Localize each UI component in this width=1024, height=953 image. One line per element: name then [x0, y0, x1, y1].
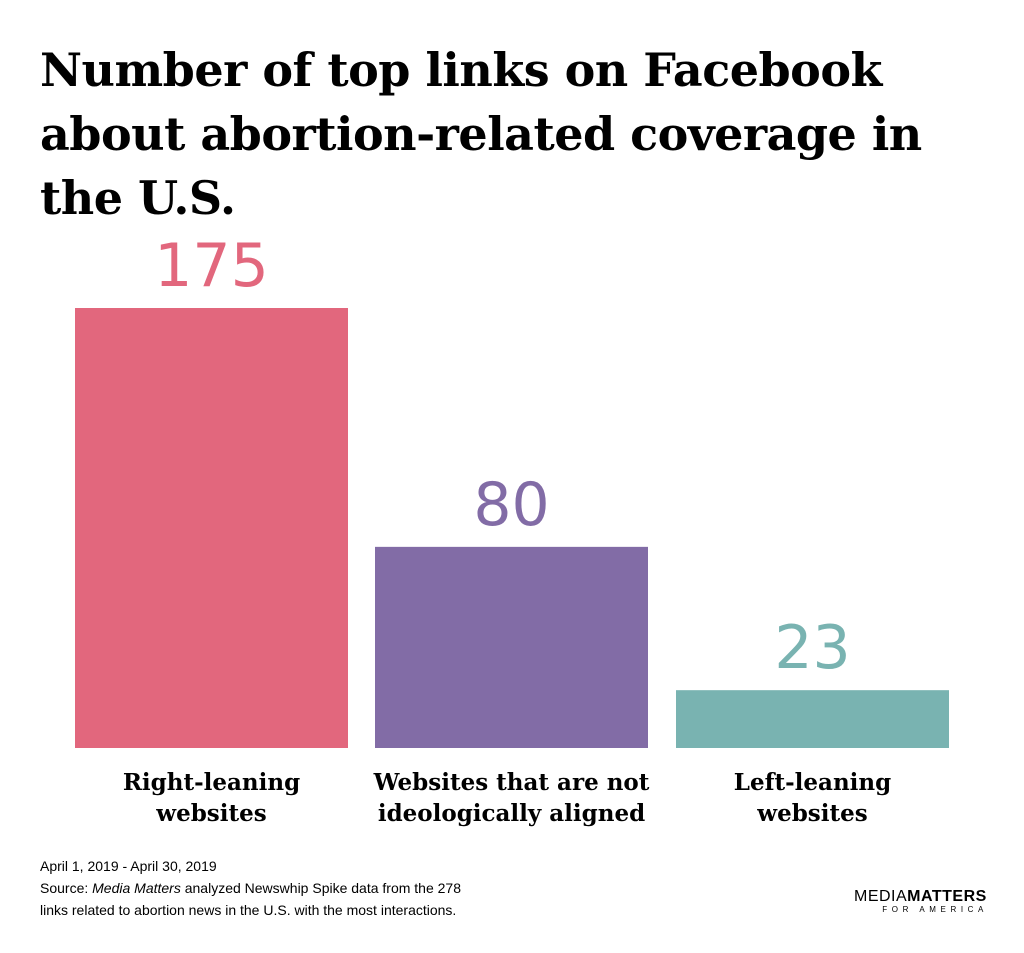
chart-title: Number of top links on Facebook about ab…: [40, 43, 922, 225]
logo-tagline: FOR AMERICA: [882, 905, 988, 914]
media-matters-logo: MEDIAMATTERS FOR AMERICA: [854, 888, 987, 915]
source-publisher: Media Matters: [92, 880, 181, 896]
date-range: April 1, 2019 - April 30, 2019: [40, 858, 217, 874]
category-label-3-line-2: websites: [756, 800, 867, 827]
logo-wordmark: MEDIAMATTERS: [854, 888, 987, 905]
category-label-1-line-2: websites: [155, 800, 266, 827]
source-line-1: Source: Media Matters analyzed Newswhip …: [40, 877, 660, 899]
bar-chart: 175 Right-leaning websites 80 Websites that …: [75, 231, 949, 827]
bar-3: [676, 690, 949, 748]
logo-word-media: MEDIA: [854, 888, 908, 905]
bar-2: [375, 546, 648, 748]
category-label-2-line-2: ideologically aligned: [378, 800, 645, 827]
source-description: analyzed Newswhip Spike data from the 27…: [180, 880, 462, 896]
source-prefix: Source:: [40, 880, 93, 896]
logo-word-matters: MATTERS: [907, 888, 987, 905]
category-label-1-line-1: Right-leaning: [123, 769, 300, 796]
category-label-2-line-1: Websites that are not: [373, 769, 650, 796]
bar-1: [75, 308, 348, 748]
value-label-2: 80: [473, 470, 549, 540]
footer-notes: April 1, 2019 - April 30, 2019 Source: M…: [40, 855, 660, 921]
source-line-2: links related to abortion news in the U.…: [40, 902, 457, 918]
category-label-3-line-1: Left-leaning: [734, 769, 891, 796]
value-label-1: 175: [154, 231, 269, 301]
value-label-3: 23: [774, 613, 850, 683]
